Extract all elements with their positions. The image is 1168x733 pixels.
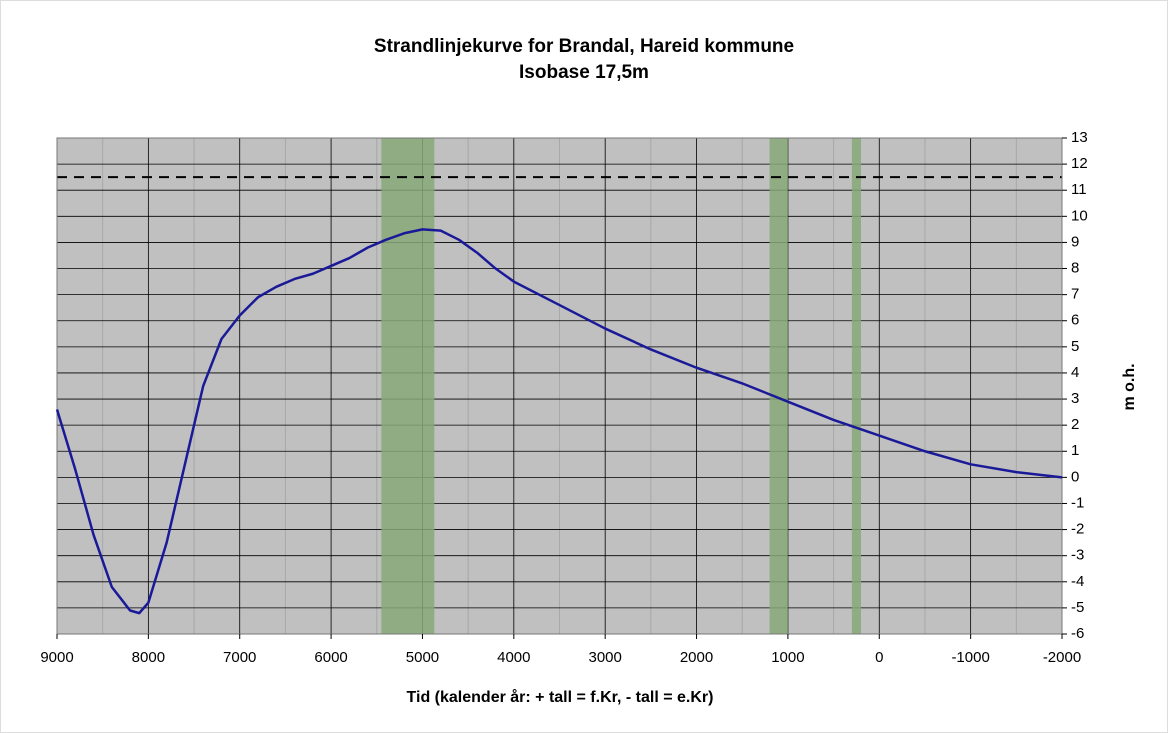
x-tick-label: 4000 (497, 649, 530, 666)
y-tick-label: 2 (1071, 416, 1079, 433)
band (381, 138, 435, 634)
y-tick-label: 6 (1071, 312, 1079, 329)
x-tick-label: 3000 (588, 649, 621, 666)
y-tick-label: 9 (1071, 233, 1079, 250)
y-tick-label: 8 (1071, 259, 1079, 276)
y-tick-label: 1 (1071, 442, 1079, 459)
y-tick-label: 12 (1071, 155, 1088, 172)
y-tick-label: 10 (1071, 207, 1088, 224)
y-tick-label: -4 (1071, 573, 1084, 590)
y-tick-label: -2 (1071, 521, 1084, 538)
x-tick-label: 8000 (132, 649, 165, 666)
y-tick-label: 5 (1071, 338, 1079, 355)
y-tick-label: 7 (1071, 286, 1079, 303)
y-tick-label: 0 (1071, 468, 1079, 485)
y-tick-label: -5 (1071, 599, 1084, 616)
y-axis-title: m o.h. (1121, 363, 1138, 410)
y-tick-label: 3 (1071, 390, 1079, 407)
chart-title: Strandlinjekurve for Brandal, Hareid kom… (374, 36, 794, 57)
y-tick-label: 13 (1071, 129, 1088, 146)
y-tick-label: -1 (1071, 494, 1084, 511)
y-tick-label: -6 (1071, 625, 1084, 642)
x-tick-label: -1000 (951, 649, 989, 666)
band (851, 138, 861, 634)
y-tick-label: 11 (1071, 181, 1087, 198)
x-axis-title: Tid (kalender år: + tall = f.Kr, - tall … (407, 688, 714, 706)
x-tick-label: 6000 (314, 649, 347, 666)
band (769, 138, 788, 634)
x-tick-label: 9000 (40, 649, 73, 666)
y-tick-label: 4 (1071, 364, 1079, 381)
x-tick-label: -2000 (1043, 649, 1081, 666)
chart-subtitle: Isobase 17,5m (519, 62, 649, 83)
x-tick-label: 7000 (223, 649, 256, 666)
x-tick-label: 0 (875, 649, 883, 666)
line (55, 228, 1063, 615)
x-tick-label: 1000 (771, 649, 804, 666)
y-tick-label: -3 (1071, 547, 1084, 564)
plot-border (56, 137, 1063, 635)
x-tick-label: 5000 (406, 649, 439, 666)
x-tick-label: 2000 (680, 649, 713, 666)
